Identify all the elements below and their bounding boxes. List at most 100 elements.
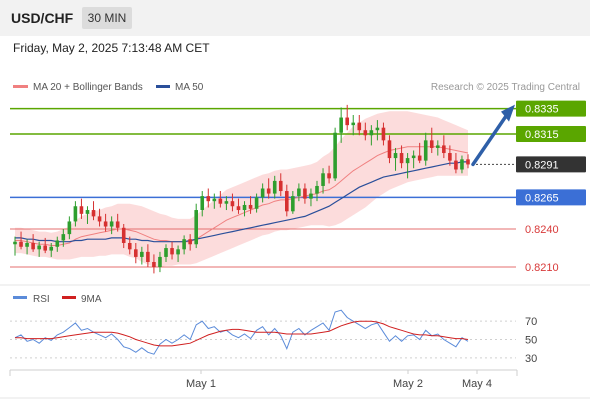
ma9-legend-label: 9MA [81,294,102,305]
candle-body [423,140,428,161]
candle-body [466,159,470,165]
rsi-legend-label: RSI [33,294,50,305]
forecast-arrow-layer [471,104,515,167]
ma50-legend-swatch [156,85,170,88]
candle-body [260,188,265,198]
ma9-legend-swatch [62,296,76,299]
candle-body [37,245,41,250]
candle-body [67,221,72,235]
candle-body [266,188,271,194]
candle-body [146,251,150,262]
level-label: 0.8291 [525,159,559,171]
bollinger-bands-layer [15,111,468,268]
last-level-tag [516,156,586,173]
candle-body [369,130,374,136]
candle-body [194,210,198,245]
candle-body [454,160,458,170]
rsi-tick-label: 30 [525,353,537,365]
rsi-panel: 70 50 30 [10,309,537,365]
candle-body [121,227,126,243]
level-label: 0.8335 [525,104,559,116]
candle-body [436,145,440,148]
candle-body [309,193,313,199]
candle-body [236,206,241,211]
candle-body [278,180,283,192]
resistance-level-tag [516,100,586,117]
candle-body [429,140,434,148]
candle-body [339,117,343,133]
candle-body [460,159,464,170]
ma50-line [15,161,468,243]
level-label: 0.8265 [525,192,559,204]
candle-body [248,204,253,209]
candle-body [206,196,211,202]
candle-body [79,206,84,214]
level-label: 0.8210 [525,262,559,274]
resistance-level-tag [516,126,586,143]
bollinger-band [15,111,468,268]
rsi-tick-label: 50 [525,335,537,347]
level-labels-layer: 0.8335 0.8315 0.8291 0.8265 0.8240 0.8210 [516,100,586,274]
candle-body [448,153,452,161]
candle-body [218,198,223,204]
level-label: 0.8315 [525,129,559,141]
candle-body [103,221,108,227]
candle-body [97,216,102,222]
candle-body [109,221,114,227]
candle-body [115,221,120,228]
support-level-tag [516,189,586,206]
candle-body [351,122,356,126]
candle-body [333,132,337,179]
forecast-arrow-shaft [471,112,509,167]
datetime-label: Friday, May 2, 2025 7:13:48 AM CET [13,41,210,55]
candle-body [303,188,307,199]
candle-body [375,127,380,131]
candle-body [43,245,47,251]
candle-body [357,122,362,131]
candle-body [152,261,156,268]
candle-body [387,140,392,159]
candle-body [291,196,295,212]
candle-body [297,188,301,197]
candle-body [411,155,416,159]
candle-body [19,241,23,247]
candle-body [399,153,404,164]
candle-body [230,201,235,207]
rsi-line [14,309,469,355]
ma20-legend-swatch [13,85,28,88]
timeframe-button[interactable]: 30 MIN [82,7,132,29]
candle-body [381,127,386,141]
candle-body [285,191,289,212]
ma20-legend-label: MA 20 + Bollinger Bands [33,82,143,93]
candle-body [73,206,78,222]
candle-body [31,242,35,250]
rsi-legend-swatch [13,296,27,299]
rsi-tick-label: 70 [525,316,537,328]
rsi-ma-line [15,320,469,347]
candle-body [212,198,217,202]
forecast-arrow-head [501,104,515,122]
candle-body [170,248,174,255]
candle-body [182,239,186,250]
candle-body [442,145,446,154]
candle-body [158,256,162,268]
candle-body [140,251,144,257]
candle-body [13,241,17,245]
candle-body [49,246,54,251]
candle-body [417,155,422,161]
candle-body [127,242,132,250]
candle-body [242,204,247,211]
candle-body [176,249,180,255]
symbol-label: USD/CHF [11,10,74,26]
candle-body [188,239,192,245]
levels-layer [10,107,516,268]
moving-average-layer [15,146,469,246]
chart-header: USD/CHF 30 MIN [0,0,590,36]
candle-body [272,180,277,194]
level-label: 0.8240 [525,224,559,236]
candle-body [321,173,325,186]
x-tick-label: May 1 [186,378,216,390]
candle-body [254,197,259,209]
candle-body [85,210,90,214]
